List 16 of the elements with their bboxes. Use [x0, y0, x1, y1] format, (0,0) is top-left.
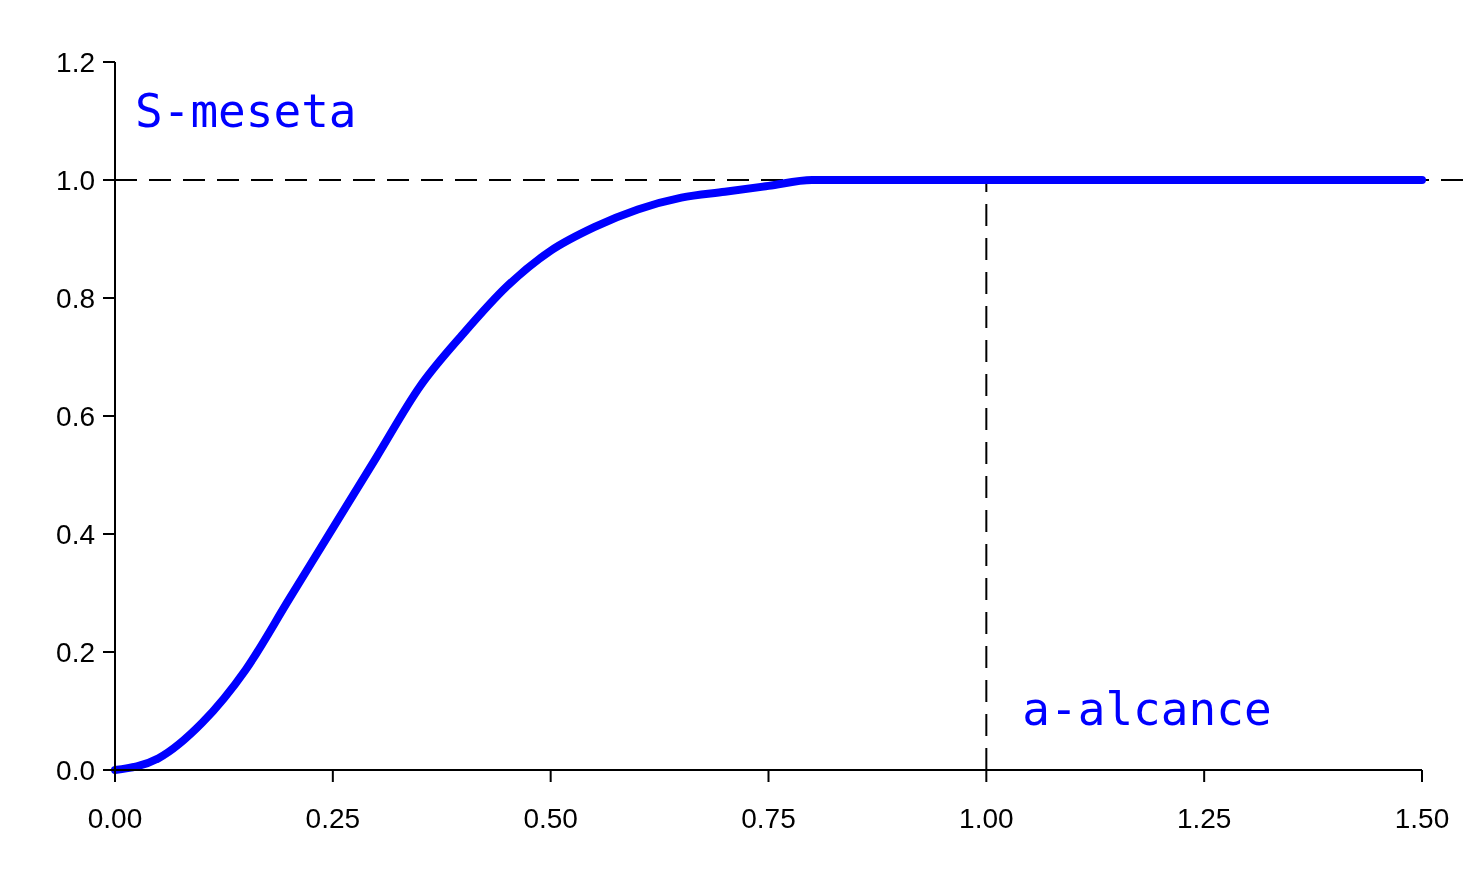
- x-tick-label: 0.50: [523, 803, 578, 834]
- x-tick-label: 1.25: [1176, 803, 1232, 834]
- y-tick-label: 0.2: [56, 636, 95, 668]
- y-tick-label: 1.0: [56, 164, 95, 196]
- y-tick-label: 0.8: [56, 282, 95, 314]
- ref-line-label: a-alcance: [1022, 682, 1272, 736]
- x-tick-label: 0.75: [741, 803, 796, 834]
- y-tick-label: 0.0: [56, 754, 95, 786]
- x-tick-label: 1.00: [959, 803, 1014, 834]
- y-tick-label: 0.6: [56, 400, 95, 432]
- y-tick-label: 1.2: [56, 46, 95, 78]
- ref-line-label: S-meseta: [135, 84, 357, 138]
- x-tick-label: 0.25: [305, 803, 361, 834]
- x-tick-label: 1.50: [1394, 803, 1450, 834]
- y-tick-label: 0.4: [56, 518, 95, 550]
- x-tick-label: 0.00: [87, 803, 143, 834]
